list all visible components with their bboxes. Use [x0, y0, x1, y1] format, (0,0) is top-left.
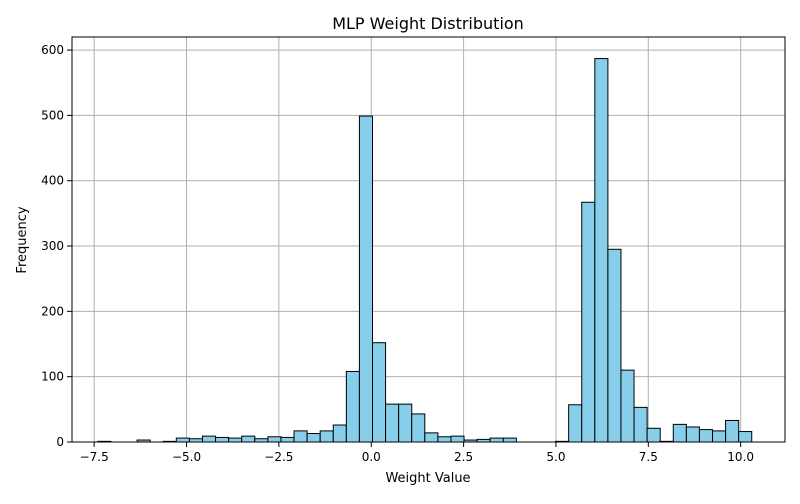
chart-title: MLP Weight Distribution: [332, 14, 524, 33]
histogram-bar: [215, 436, 230, 443]
histogram-bar: [685, 426, 700, 443]
x-tick-label: 2.5: [454, 450, 473, 464]
histogram-bar: [437, 436, 452, 443]
histogram-bar: [568, 404, 583, 443]
histogram-bar: [502, 437, 517, 443]
y-tick-label: 0: [56, 435, 64, 449]
histogram-bar: [319, 430, 334, 443]
histogram-bar: [280, 436, 295, 443]
y-tick-label: 500: [41, 108, 64, 122]
histogram-bar: [358, 115, 373, 443]
x-tick-label: −5.0: [172, 450, 201, 464]
x-tick-label: −2.5: [264, 450, 293, 464]
histogram-bar: [620, 369, 635, 443]
histogram-bar: [672, 423, 687, 443]
x-tick-label: 0.0: [362, 450, 381, 464]
axis-ticks: −7.5 −5.0 −2.5 0.0 2.5 5.0 7.5 10.0 0 100 200 300 40…: [41, 43, 754, 464]
histogram-bar: [594, 58, 609, 443]
histogram-bar: [698, 429, 714, 443]
y-tick-label: 400: [41, 174, 64, 188]
histogram-bar: [450, 435, 465, 443]
plot-area-frame: [71, 36, 786, 443]
histogram-bar: [424, 432, 439, 443]
y-tick-label: 300: [41, 239, 64, 253]
histogram-bar: [581, 201, 596, 443]
histogram-bar: [646, 427, 661, 443]
histogram-bar: [489, 437, 504, 443]
y-tick-label: 600: [41, 43, 64, 57]
x-tick-label: −7.5: [80, 450, 109, 464]
histogram-bar: [228, 437, 243, 443]
histogram-bars: [97, 58, 753, 443]
histogram-bar: [175, 437, 190, 443]
histogram-bar: [371, 342, 387, 443]
histogram-bar: [241, 435, 256, 443]
x-axis-label: Weight Value: [385, 471, 470, 486]
histogram-bar: [385, 403, 400, 443]
histogram-bar: [306, 433, 321, 443]
histogram-bar: [293, 430, 308, 443]
histogram-bar: [725, 419, 740, 443]
histogram-bar: [738, 431, 753, 443]
x-tick-label: 7.5: [639, 450, 658, 464]
y-tick-label: 100: [41, 370, 64, 384]
histogram-bar: [398, 403, 413, 443]
x-tick-label: 10.0: [727, 450, 754, 464]
histogram-bar: [267, 436, 282, 443]
histogram-bar: [332, 424, 347, 443]
histogram-bar: [633, 406, 648, 443]
histogram-bar: [607, 248, 622, 443]
histogram-bar: [201, 435, 217, 443]
x-tick-label: 5.0: [546, 450, 565, 464]
y-axis-label: Frequency: [15, 206, 30, 273]
histogram-bar: [345, 370, 360, 443]
histogram-bar: [411, 413, 426, 443]
y-tick-label: 200: [41, 304, 64, 318]
histogram-bar: [712, 430, 727, 443]
